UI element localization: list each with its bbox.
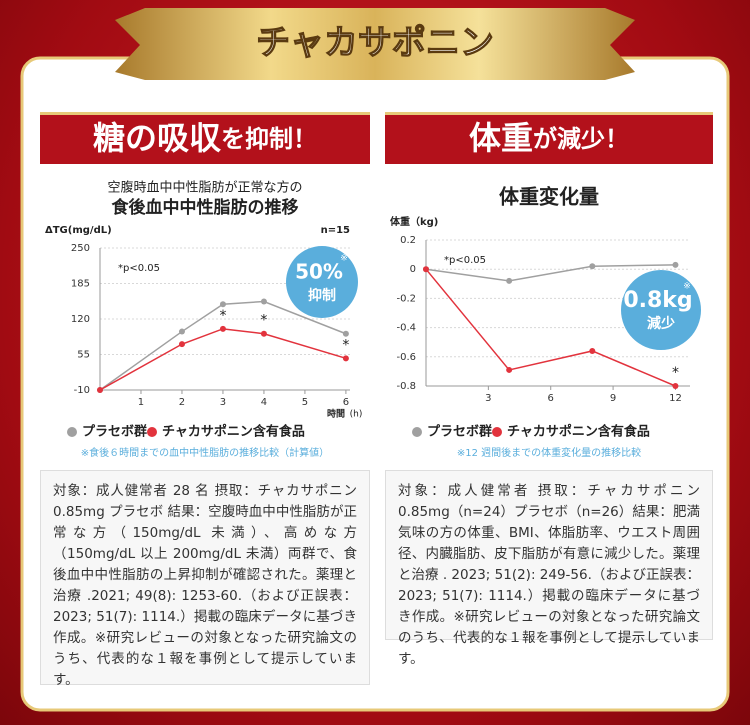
y-tick-label: 185 — [71, 279, 90, 290]
y-tick-label: 120 — [71, 314, 90, 325]
badge-value: 0.8kg — [623, 288, 692, 313]
data-point — [260, 298, 267, 305]
x-tick-label: 3 — [485, 393, 491, 404]
chart-caption: ※食後６時間までの血中中性脂肪の推移比較（計算値） — [81, 446, 329, 459]
data-point — [219, 325, 226, 332]
significance-note: *p<0.05 — [118, 263, 160, 274]
data-point — [506, 366, 513, 373]
sample-size: n=15 — [321, 225, 350, 236]
x-tick-label: 5 — [302, 397, 308, 408]
x-tick-label: 4 — [261, 397, 267, 408]
data-point — [589, 263, 596, 270]
data-point — [589, 347, 596, 354]
legend-swatch — [492, 427, 502, 437]
significance-note: *p<0.05 — [444, 255, 486, 266]
y-tick-label: -0.6 — [396, 352, 416, 363]
x-tick-label: 12 — [669, 393, 682, 404]
data-point — [178, 341, 185, 348]
badge — [621, 270, 701, 350]
headline: 糖の吸収を抑制！ — [93, 119, 317, 157]
headline: 体重が減少！ — [469, 119, 629, 157]
x-tick-label: 2 — [179, 397, 185, 408]
badge-label: 抑制 — [308, 287, 336, 304]
x-tick-label: 6 — [343, 397, 349, 408]
significance-marker: * — [342, 337, 349, 353]
chart-title: 体重変化量 — [499, 185, 599, 209]
legend-label: チャカサポニン含有食品 — [507, 424, 650, 440]
series-line — [425, 268, 676, 387]
description: 対象：成人健常者 28 名 摂取：チャカサポニン 0.85mg プラセボ 結果：… — [40, 470, 370, 688]
legend-label: プラセボ群 — [82, 424, 147, 440]
badge-note: ※ — [683, 282, 691, 292]
legend-label: チャカサポニン含有食品 — [162, 424, 305, 440]
data-point — [97, 387, 103, 393]
x-tick-label: 9 — [610, 393, 616, 404]
y-tick-label: -10 — [74, 385, 90, 396]
badge — [286, 246, 358, 318]
legend-swatch — [147, 427, 157, 437]
y-tick-label: -0.8 — [396, 381, 416, 392]
y-tick-label: 0.2 — [400, 235, 416, 246]
badge-note: ※ — [340, 254, 348, 264]
headline-emphasis: 糖の吸収 — [93, 119, 221, 157]
legend-label: プラセボ群 — [427, 424, 492, 440]
data-point — [342, 355, 349, 362]
chart-subtitle: 空腹時血中中性脂肪が正常な方の — [107, 180, 302, 196]
data-point — [672, 261, 679, 268]
banner-ribbon — [115, 8, 635, 80]
legend-swatch — [412, 427, 422, 437]
headline-trim — [40, 112, 370, 115]
y-tick-label: 250 — [71, 243, 90, 254]
chart-caption: ※12 週間後までの体重変化量の推移比較 — [457, 446, 641, 459]
banner-text: チャカサポニン — [256, 23, 494, 63]
legend-swatch — [67, 427, 77, 437]
y-tick-label: -0.4 — [396, 323, 416, 334]
x-tick-label: 6 — [548, 393, 554, 404]
headline-trim — [385, 112, 713, 115]
badge-value: 50% — [295, 260, 343, 284]
data-point — [178, 328, 185, 335]
series-line — [425, 264, 676, 282]
data-point — [342, 330, 349, 337]
significance-marker: * — [219, 308, 226, 324]
y-axis-label: ΔTG(mg/dL) — [45, 225, 112, 236]
headline-bar — [385, 112, 713, 164]
data-point — [423, 266, 429, 273]
x-tick-label: 3 — [220, 397, 226, 408]
x-tick-label: 1 — [138, 397, 144, 408]
data-point — [219, 301, 226, 308]
badge-label: 減少 — [647, 315, 675, 332]
y-tick-label: -0.2 — [396, 293, 416, 304]
data-point — [506, 277, 513, 284]
headline-rest: が減少！ — [533, 125, 629, 153]
x-axis-label: 時間 — [327, 408, 345, 420]
significance-marker: * — [260, 313, 267, 329]
headline-rest: を抑制！ — [221, 125, 317, 153]
data-point — [672, 383, 679, 389]
data-point — [260, 330, 267, 337]
x-axis-unit: (h) — [350, 410, 363, 420]
headline-emphasis: 体重 — [469, 119, 533, 157]
y-axis-label: 体重（kg) — [390, 215, 438, 228]
significance-marker: * — [672, 365, 679, 381]
y-tick-label: 0 — [410, 264, 416, 275]
description: 対象：成人健常者 摂取：チャカサポニン 0.85mg（n=24）プラセボ（n=2… — [385, 470, 713, 667]
headline-bar — [40, 112, 370, 164]
chart-title: 食後血中中性脂肪の推移 — [112, 197, 299, 218]
y-tick-label: 55 — [77, 350, 90, 361]
